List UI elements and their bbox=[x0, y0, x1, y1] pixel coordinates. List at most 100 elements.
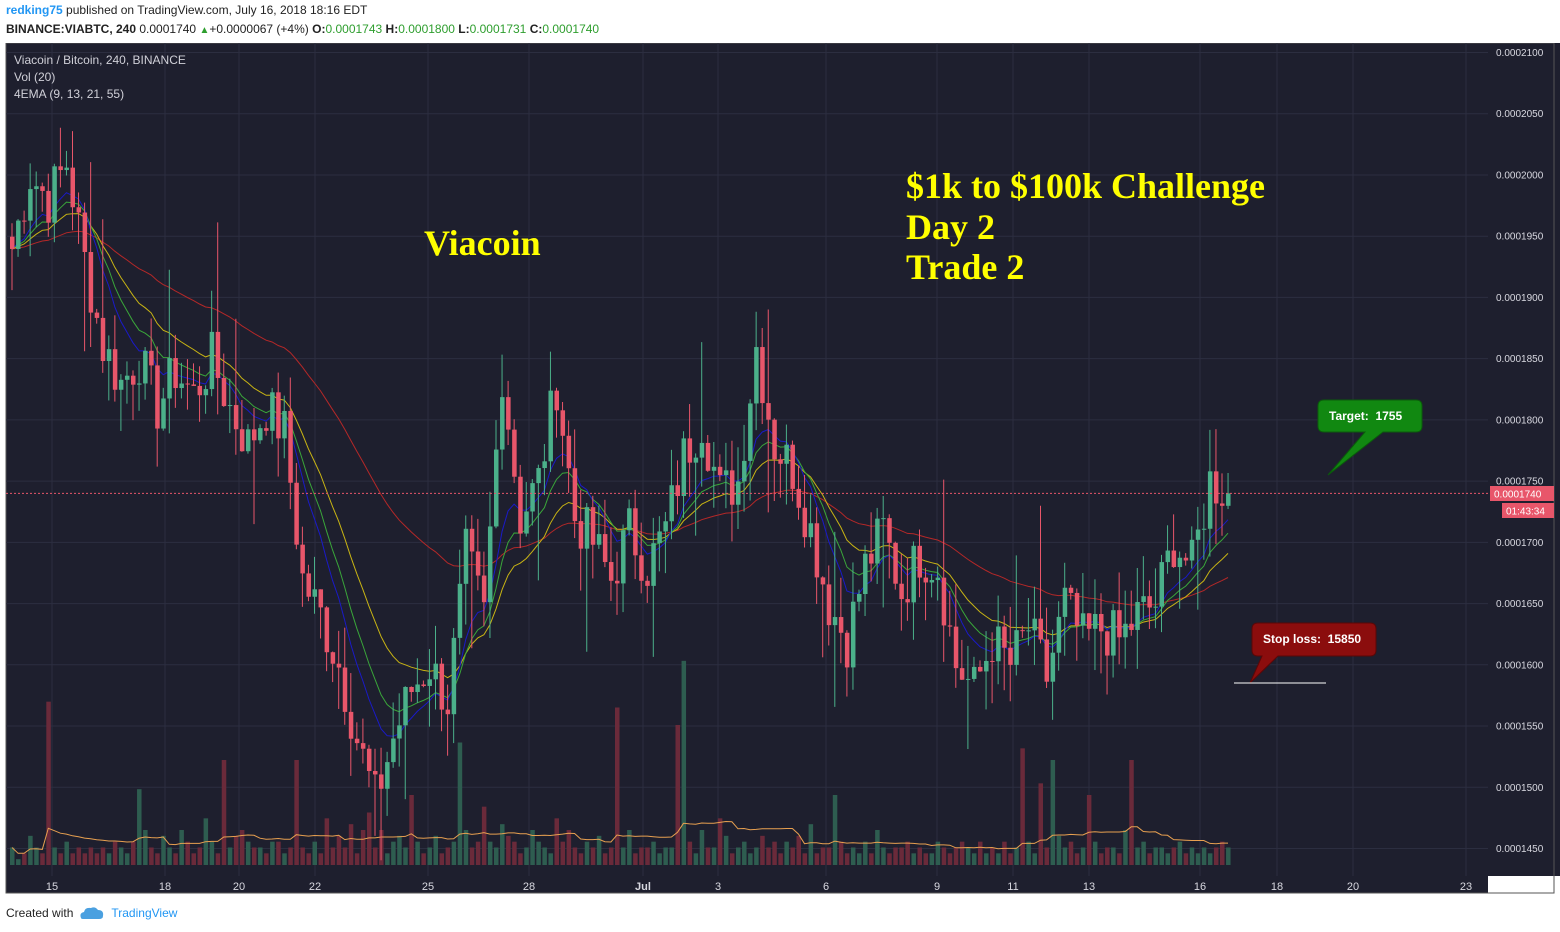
candle-body bbox=[717, 466, 723, 476]
volume-bar bbox=[137, 789, 142, 865]
candle-body bbox=[990, 660, 995, 662]
candle-body bbox=[463, 528, 469, 584]
candle-body bbox=[615, 580, 620, 584]
volume-bar bbox=[1032, 853, 1037, 865]
candle-body bbox=[911, 545, 916, 603]
candle-body bbox=[1032, 618, 1037, 631]
volume-bar bbox=[221, 760, 227, 865]
candle-body bbox=[850, 601, 856, 668]
volume-bar bbox=[336, 835, 342, 865]
plot-area[interactable] bbox=[6, 43, 1488, 876]
volume-bar bbox=[143, 830, 148, 865]
volume-bar bbox=[155, 853, 160, 865]
candle-body bbox=[118, 379, 124, 390]
candle-body bbox=[1056, 616, 1062, 653]
y-axis-labels: 0.0002100 0.0002050 0.0002000 0.0001950 0.00… bbox=[1496, 48, 1544, 855]
ema-9-line bbox=[11, 192, 1229, 737]
volume-bar bbox=[742, 841, 747, 865]
candle-body bbox=[16, 220, 21, 249]
volume-bar bbox=[270, 841, 275, 865]
candle-body bbox=[124, 375, 130, 380]
candle-body bbox=[1177, 557, 1183, 568]
candle-body bbox=[621, 530, 626, 584]
candle-body bbox=[699, 442, 705, 458]
volume-bar bbox=[911, 853, 916, 865]
candle-body bbox=[415, 684, 420, 693]
volume-bar bbox=[863, 841, 868, 865]
y-tick-label: 0.0001550 bbox=[1496, 722, 1544, 733]
volume-bar bbox=[1165, 853, 1171, 865]
volume-bar bbox=[46, 701, 51, 865]
legend-title: Viacoin / Bitcoin, 240, BINANCE bbox=[14, 53, 186, 67]
high-label: H: bbox=[385, 22, 399, 36]
volume-bar bbox=[16, 859, 21, 865]
volume-bar bbox=[118, 847, 124, 865]
volume-bar bbox=[887, 853, 892, 865]
stop-loss-callout[interactable]: Stop loss: 15850 bbox=[1249, 622, 1377, 684]
candle-body bbox=[947, 625, 953, 627]
volume-bar bbox=[245, 841, 251, 865]
volume-bar bbox=[1086, 795, 1092, 865]
volume-bar bbox=[28, 835, 33, 865]
volume-bar bbox=[669, 847, 674, 865]
candle-body bbox=[88, 252, 94, 313]
volume-bar bbox=[1213, 847, 1219, 865]
tradingview-link[interactable]: TradingView bbox=[111, 906, 178, 920]
x-tick-label: 16 bbox=[1194, 881, 1206, 893]
volume-bar bbox=[518, 853, 523, 865]
candle-body bbox=[76, 207, 82, 213]
volume-bar bbox=[729, 853, 735, 865]
ema-55-line bbox=[11, 230, 1229, 606]
candle-body bbox=[173, 358, 178, 389]
volume-bar bbox=[784, 841, 789, 865]
candle-body bbox=[887, 518, 892, 543]
candle-body bbox=[276, 392, 281, 439]
viacoin-annotation[interactable]: Viacoin bbox=[424, 223, 541, 263]
volume-bar bbox=[506, 835, 511, 865]
volume-bar bbox=[905, 841, 910, 865]
author-link[interactable]: redking75 bbox=[6, 3, 63, 17]
candle-body bbox=[1183, 557, 1189, 561]
candle-body bbox=[258, 428, 263, 441]
candle-body bbox=[1165, 550, 1171, 563]
volume-bar bbox=[705, 847, 711, 865]
volume-bar bbox=[1117, 853, 1122, 865]
volume-bar bbox=[1056, 835, 1062, 865]
time-axis[interactable] bbox=[6, 876, 1488, 893]
candle-body bbox=[959, 668, 965, 680]
candle-body bbox=[500, 397, 505, 450]
challenge-line-1[interactable]: $1k to $100k Challenge bbox=[906, 166, 1265, 206]
y-tick-label: 0.0001800 bbox=[1496, 415, 1544, 426]
volume-bar bbox=[1189, 847, 1195, 865]
volume-bar bbox=[820, 847, 826, 865]
current-price-text: 0.0001740 bbox=[1494, 490, 1542, 501]
candle-body bbox=[754, 347, 759, 404]
candle-body bbox=[1068, 587, 1074, 593]
chart-border bbox=[5, 43, 1555, 894]
volume-bar bbox=[64, 841, 69, 865]
candle-body bbox=[1008, 647, 1013, 665]
candle-body bbox=[385, 762, 390, 789]
candle-body bbox=[790, 444, 795, 489]
volume-bar bbox=[608, 847, 614, 865]
price-chart[interactable]: 0.0002100 0.0002050 0.0002000 0.0001950 0.00… bbox=[0, 43, 1560, 895]
candle-body bbox=[70, 167, 75, 208]
challenge-line-3[interactable]: Trade 2 bbox=[906, 247, 1024, 287]
volume-bar bbox=[1074, 853, 1080, 865]
candle-body bbox=[403, 686, 408, 726]
volume-bar bbox=[70, 853, 75, 865]
target-callout[interactable]: Target: 1755 bbox=[1317, 399, 1423, 476]
price-axis[interactable] bbox=[1488, 43, 1560, 876]
candle-body bbox=[1171, 550, 1177, 568]
candle-body bbox=[1062, 587, 1068, 617]
volume-bar bbox=[88, 847, 94, 865]
footer: Created with TradingView bbox=[6, 906, 177, 920]
legend-ema: 4EMA (9, 13, 21, 55) bbox=[14, 87, 124, 101]
challenge-line-2[interactable]: Day 2 bbox=[906, 207, 995, 247]
volume-bar bbox=[288, 847, 293, 865]
volume-bar bbox=[850, 847, 856, 865]
candle-body bbox=[596, 534, 602, 545]
candle-body bbox=[965, 678, 971, 680]
candle-body bbox=[729, 470, 735, 505]
candle-body bbox=[984, 660, 989, 672]
